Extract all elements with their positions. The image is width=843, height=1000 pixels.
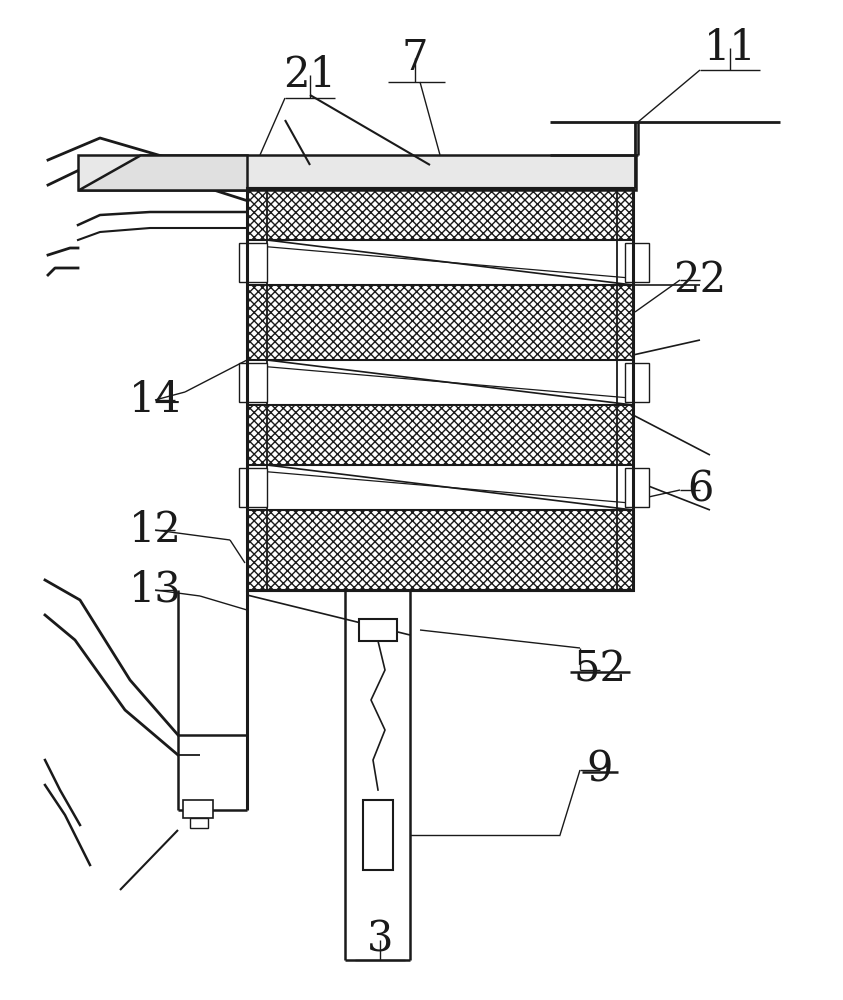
Text: 7: 7 (402, 37, 428, 79)
Bar (247, 510, 633, 590)
Bar (267, 465, 633, 510)
Bar (267, 240, 633, 285)
Bar (239, 363, 267, 402)
Bar (267, 360, 633, 405)
Bar (247, 405, 633, 465)
Text: 3: 3 (367, 919, 393, 961)
Bar (363, 800, 393, 870)
Bar (359, 619, 397, 641)
Bar (247, 188, 633, 240)
Text: 14: 14 (129, 379, 181, 421)
Text: 22: 22 (674, 259, 727, 301)
Text: 13: 13 (129, 569, 181, 611)
Bar (625, 363, 649, 402)
Bar (183, 800, 213, 818)
Bar (78, 155, 636, 190)
Bar (247, 188, 633, 590)
Polygon shape (78, 155, 247, 190)
Bar (625, 468, 649, 507)
Bar (239, 243, 267, 282)
Bar (239, 468, 267, 507)
Bar (190, 818, 208, 828)
Text: 12: 12 (128, 509, 181, 551)
Text: 21: 21 (283, 54, 336, 96)
Text: 6: 6 (687, 469, 713, 511)
Text: 11: 11 (704, 27, 756, 69)
Text: 52: 52 (573, 649, 626, 691)
Text: 9: 9 (587, 749, 613, 791)
Bar (625, 243, 649, 282)
Bar (247, 285, 633, 360)
